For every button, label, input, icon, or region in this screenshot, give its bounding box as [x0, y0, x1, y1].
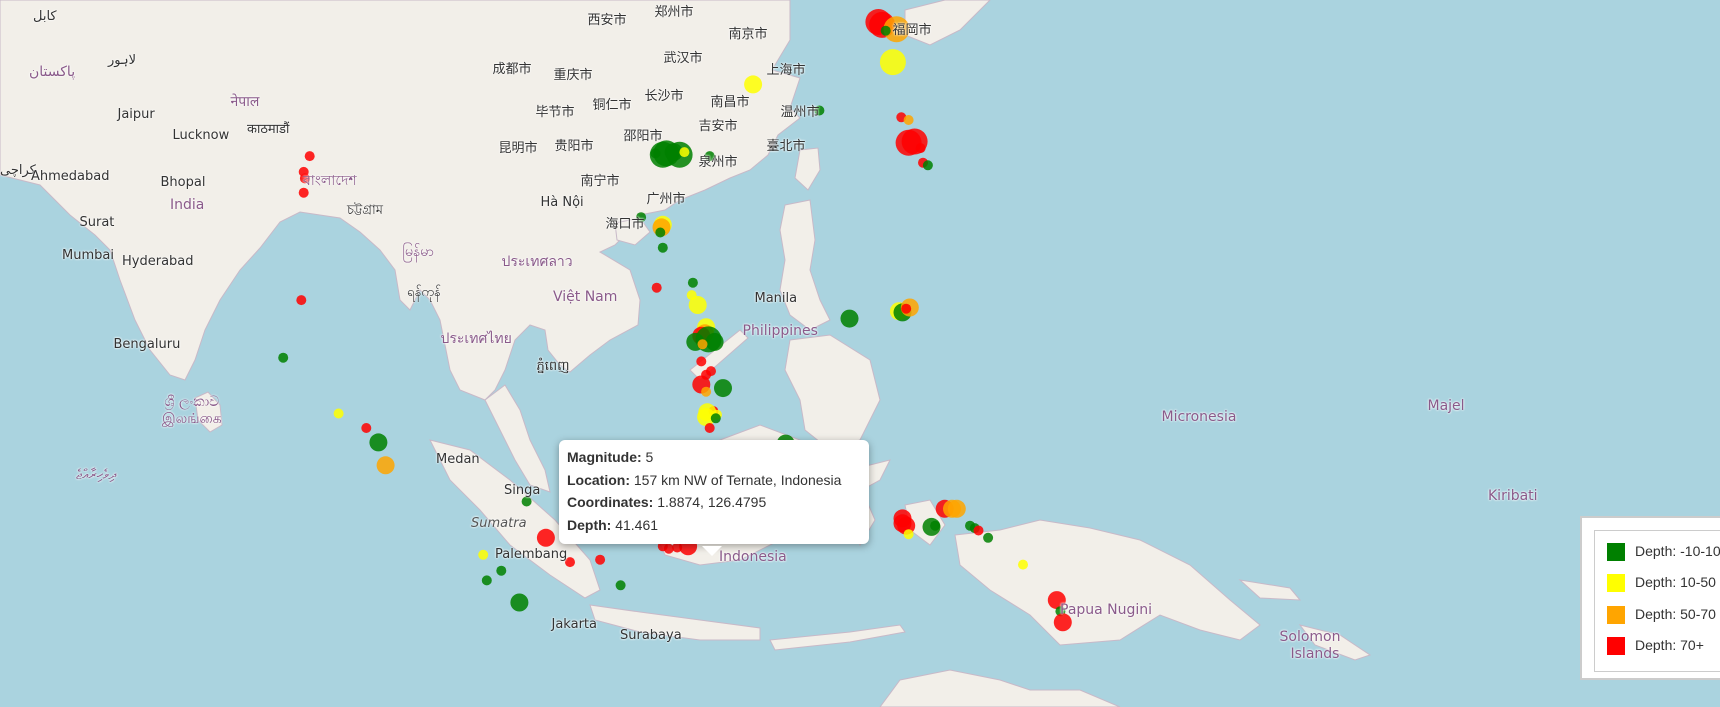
earthquake-marker[interactable] [361, 423, 372, 433]
earthquake-marker[interactable] [496, 565, 507, 576]
popup-coordinates-row: Coordinates: 1.8874, 126.4795 [567, 491, 861, 514]
island-new-guinea [954, 519, 1261, 646]
island-sumatra [429, 439, 601, 599]
earthquake-marker[interactable] [710, 413, 721, 424]
earthquake-marker[interactable] [903, 529, 914, 540]
island-luzon [779, 199, 831, 331]
earthquake-marker[interactable] [930, 520, 941, 531]
earthquake-marker[interactable] [696, 356, 707, 367]
earthquake-marker[interactable] [657, 242, 668, 253]
island-lesser-sunda [769, 624, 906, 651]
earthquake-marker[interactable] [704, 423, 715, 433]
legend-item-depth-70-plus: Depth: 70+ [1607, 637, 1704, 656]
island-sri-lanka [194, 391, 223, 433]
popup-magnitude-label: Magnitude: [567, 449, 642, 465]
legend-swatch [1607, 574, 1625, 593]
earthquake-marker[interactable] [714, 379, 732, 398]
earthquake-marker[interactable] [536, 528, 555, 547]
earthquake-marker[interactable] [983, 532, 994, 543]
earthquake-marker[interactable] [672, 542, 683, 553]
earthquake-marker[interactable] [903, 115, 914, 125]
earthquake-marker[interactable] [697, 408, 716, 427]
earthquake-marker[interactable] [636, 212, 647, 223]
earthquake-marker[interactable] [333, 408, 344, 419]
earthquake-marker[interactable] [666, 141, 693, 168]
legend-swatch [1607, 606, 1625, 625]
legend-item-depth-50-70: Depth: 50-70 [1607, 606, 1716, 625]
earthquake-marker[interactable] [883, 16, 910, 43]
earthquake-marker[interactable] [879, 49, 906, 76]
earthquake-marker[interactable] [814, 105, 825, 116]
earthquake-marker[interactable] [947, 499, 966, 518]
earthquake-marker[interactable] [296, 295, 307, 306]
popup-depth-row: Depth: 41.461 [567, 514, 861, 537]
earthquake-marker[interactable] [973, 525, 984, 536]
earthquake-marker[interactable] [701, 386, 712, 397]
earthquake-marker[interactable] [1047, 591, 1066, 610]
earthquake-marker[interactable] [915, 143, 926, 154]
island-taiwan [794, 147, 821, 191]
popup-location-label: Location: [567, 471, 630, 488]
earthquake-marker[interactable] [705, 332, 724, 351]
legend-label: Depth: 50-70 [1635, 606, 1716, 622]
earthquake-marker[interactable] [922, 160, 933, 171]
earthquake-marker[interactable] [880, 25, 891, 36]
earthquake-marker[interactable] [521, 496, 532, 507]
depth-legend: Depth: -10-10 Depth: 10-50 Depth: 50-70 … [1580, 516, 1720, 680]
earthquake-marker[interactable] [687, 277, 698, 288]
earthquake-marker[interactable] [688, 296, 707, 314]
legend-label: Depth: 10-50 [1635, 574, 1716, 590]
landmass-australia [879, 669, 1121, 707]
popup-location-value: 157 km NW of Ternate, Indonesia [633, 471, 842, 488]
earthquake-marker[interactable] [901, 303, 912, 314]
earthquake-marker[interactable] [369, 433, 388, 452]
island-hainan [614, 217, 651, 246]
island-solomons [1298, 624, 1372, 661]
earthquake-marker[interactable] [278, 352, 289, 363]
legend-item-depth-10-50: Depth: 10-50 [1607, 574, 1716, 593]
island-java [589, 604, 761, 641]
popup-coordinates-label: Coordinates: [567, 494, 654, 510]
legend-box: Depth: -10-10 Depth: 10-50 Depth: 50-70 … [1594, 530, 1720, 672]
earthquake-marker[interactable] [744, 75, 763, 94]
popup-magnitude-row: Magnitude: 5 [567, 446, 861, 469]
earthquake-marker[interactable] [298, 187, 309, 198]
landmass-malay-peninsula [484, 384, 551, 493]
earthquake-marker[interactable] [1018, 559, 1028, 570]
popup-depth-value: 41.461 [615, 516, 659, 533]
earthquake-marker[interactable] [651, 282, 662, 293]
earthquake-marker[interactable] [595, 554, 606, 565]
popup-location-row: Location: 157 km NW of Ternate, Indonesi… [567, 469, 861, 492]
earthquake-marker[interactable] [1053, 613, 1072, 632]
popup-coordinates-value: 1.8874, 126.4795 [657, 494, 767, 510]
earthquake-marker[interactable] [704, 151, 715, 162]
earthquake-marker[interactable] [615, 580, 626, 591]
island-new-britain [1238, 579, 1302, 601]
legend-item-depth-shallow: Depth: -10-10 [1607, 543, 1720, 562]
earthquake-marker[interactable] [840, 309, 859, 328]
earthquake-marker[interactable] [679, 147, 690, 158]
earthquake-marker[interactable] [481, 575, 492, 586]
earthquake-marker[interactable] [510, 593, 529, 612]
legend-label: Depth: 70+ [1635, 637, 1704, 653]
popup-tip [702, 546, 722, 556]
earthquake-marker[interactable] [697, 339, 708, 350]
legend-swatch [1607, 637, 1625, 656]
earthquake-marker[interactable] [655, 227, 666, 238]
legend-label: Depth: -10-10 [1635, 543, 1720, 559]
earthquake-marker[interactable] [376, 456, 395, 475]
earthquake-marker[interactable] [304, 151, 315, 162]
legend-swatch [1607, 543, 1625, 562]
earthquake-popup[interactable]: Magnitude: 5 Location: 157 km NW of Tern… [559, 440, 869, 544]
earthquake-marker[interactable] [565, 557, 575, 568]
land-layer [0, 0, 1372, 707]
earthquake-marker[interactable] [299, 173, 310, 184]
popup-depth-label: Depth: [567, 516, 612, 533]
earthquake-marker[interactable] [478, 549, 489, 560]
popup-magnitude-value: 5 [645, 449, 654, 465]
